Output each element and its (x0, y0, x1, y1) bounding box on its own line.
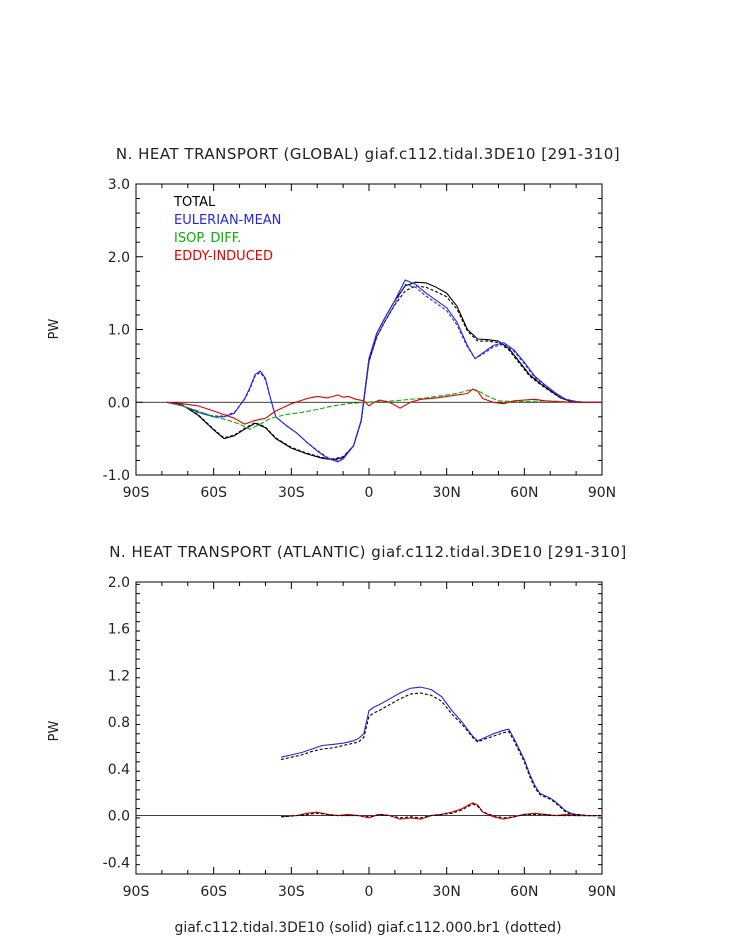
atlantic-heat-transport-chart: N. HEAT TRANSPORT (ATLANTIC) giaf.c112.t… (47, 543, 627, 936)
series-line-total-dotted (166, 285, 602, 460)
x-tick-label: 90S (123, 884, 150, 900)
chart-title: N. HEAT TRANSPORT (ATLANTIC) giaf.c112.t… (109, 543, 627, 561)
x-tick-label: 60N (510, 884, 538, 900)
x-tick-label: 90N (588, 485, 616, 501)
y-tick-label: 1.2 (108, 668, 130, 684)
x-tick-label: 60S (200, 884, 227, 900)
y-tick-label: 1.0 (108, 323, 130, 339)
global-heat-transport-chart: N. HEAT TRANSPORT (GLOBAL) giaf.c112.tid… (47, 145, 620, 501)
chart-title: N. HEAT TRANSPORT (GLOBAL) giaf.c112.tid… (116, 145, 620, 163)
legend-entry: EDDY-INDUCED (174, 249, 273, 264)
series-line-eulerian-mean-dotted (166, 283, 602, 461)
series-line-eddy-induced (280, 802, 602, 820)
y-axis-label: PW (47, 319, 62, 340)
legend-entry: EULERIAN-MEAN (174, 213, 281, 228)
series-line-eddy-induced-dotted (280, 803, 602, 819)
x-tick-label: 30S (278, 884, 305, 900)
series-line-total (166, 281, 602, 461)
x-tick-label: 30S (278, 485, 305, 501)
series-line-eddy-induced (167, 388, 602, 425)
plot-frame (135, 581, 603, 875)
x-axis-caption: giaf.c112.tidal.3DE10 (solid) giaf.c112.… (174, 920, 561, 936)
x-tick-label: 30N (433, 884, 461, 900)
x-tick-label: 30N (433, 485, 461, 501)
x-tick-label: 60S (200, 485, 227, 501)
y-tick-label: 1.6 (108, 622, 130, 638)
series-line-eulerian-mean (280, 686, 602, 817)
y-tick-label: 0.0 (108, 809, 130, 825)
series-line-eulerian-mean (166, 279, 602, 463)
y-tick-label: 0.0 (108, 395, 130, 411)
legend-entry: TOTAL (173, 195, 216, 210)
series-line-eulerian-mean-dotted (280, 692, 602, 817)
legend-entry: ISOP. DIFF. (174, 231, 241, 246)
x-tick-label: 90N (588, 884, 616, 900)
y-tick-label: 2.0 (108, 250, 130, 266)
x-tick-label: 90S (123, 485, 150, 501)
y-tick-label: -0.4 (103, 855, 130, 871)
x-tick-label: 0 (365, 485, 374, 501)
y-tick-label: 2.0 (108, 575, 130, 591)
x-tick-label: 60N (510, 485, 538, 501)
y-tick-label: 0.8 (108, 715, 130, 731)
y-tick-label: -1.0 (103, 468, 130, 484)
y-tick-label: 0.4 (108, 762, 130, 778)
y-tick-label: 3.0 (108, 177, 130, 193)
y-axis-label: PW (47, 721, 62, 742)
x-tick-label: 0 (365, 884, 374, 900)
series-line-isop-diff (166, 388, 602, 430)
